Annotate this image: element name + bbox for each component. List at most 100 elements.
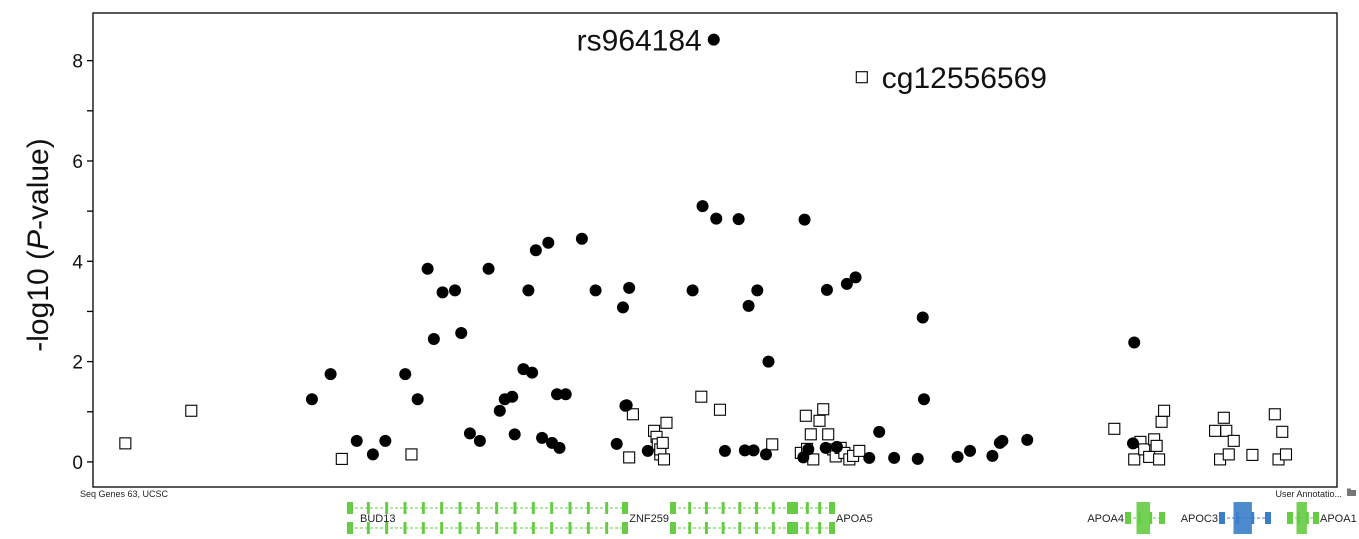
annotation-cg12556569: cg12556569 <box>882 62 1047 95</box>
snp-point <box>986 449 999 462</box>
snp-point <box>493 404 506 417</box>
gene-bud13[interactable]: BUD13 <box>347 502 628 534</box>
cpg-point <box>1158 404 1171 417</box>
cpg-point <box>660 416 673 429</box>
snp-series <box>305 33 1141 465</box>
snp-point <box>747 444 760 457</box>
cpg-point <box>1276 425 1289 438</box>
gene-apoa5[interactable]: APOA5 <box>792 502 873 534</box>
gene-track-title: Seq Genes 63, UCSC <box>80 489 169 499</box>
snp-point <box>819 441 832 454</box>
folder-icon[interactable] <box>1347 488 1356 497</box>
snp-point <box>863 451 876 464</box>
cpg-point <box>185 404 198 417</box>
gene-apoa4[interactable]: APOA4 <box>1087 502 1165 534</box>
snp-point <box>305 393 318 406</box>
gene-label-apoa5: APOA5 <box>836 513 873 525</box>
y-tick-label: 4 <box>72 252 83 273</box>
y-axis-ticks <box>87 60 93 463</box>
snp-point <box>589 284 602 297</box>
snp-point <box>840 277 853 290</box>
y-tick-label: 8 <box>72 52 83 73</box>
snp-point <box>641 444 654 457</box>
cpg-point <box>855 71 868 84</box>
snp-point <box>951 450 964 463</box>
snp-point <box>1021 433 1034 446</box>
cpg-point <box>657 453 671 466</box>
cpg-point <box>119 437 132 450</box>
gene-label-znf259: ZNF259 <box>629 513 669 525</box>
snp-point <box>366 448 379 461</box>
snp-point <box>506 390 519 403</box>
cpg-point <box>1268 408 1281 421</box>
cpg-point <box>1217 411 1230 424</box>
user-annotation-label[interactable]: User Annotatio... <box>1275 489 1342 499</box>
cpg-point <box>804 428 817 441</box>
gene-label-apoc3: APOC3 <box>1181 513 1218 525</box>
cpg-point <box>766 438 779 451</box>
snp-point <box>732 213 745 226</box>
snp-point <box>427 333 440 346</box>
snp-point <box>620 399 633 412</box>
y-tick-label: 6 <box>72 152 83 173</box>
y-axis-tick-labels: 0 2 4 6 8 <box>72 52 83 474</box>
snp-point <box>873 425 886 438</box>
cpg-point <box>807 453 820 466</box>
snp-point <box>522 284 535 297</box>
snp-point <box>798 213 811 226</box>
cpg-point <box>713 403 727 416</box>
snp-point <box>710 212 723 225</box>
cpg-point <box>1150 439 1163 452</box>
snp-point <box>888 451 901 464</box>
snp-point <box>526 366 539 379</box>
cpg-point <box>1246 448 1259 461</box>
snp-point <box>916 311 929 324</box>
snp-point <box>421 262 434 275</box>
cpg-point <box>1128 453 1141 466</box>
snp-point <box>463 427 476 440</box>
gene-znf259[interactable]: ZNF259 <box>629 502 793 534</box>
snp-point <box>696 200 709 213</box>
gene-label-bud13: BUD13 <box>360 513 395 525</box>
cpg-point <box>1220 424 1233 437</box>
snp-point <box>482 262 495 275</box>
cpg-point <box>817 403 830 416</box>
snp-point <box>411 393 424 406</box>
snp-point <box>762 355 775 368</box>
snp-point <box>802 443 815 456</box>
cpg-point <box>799 409 812 422</box>
plot-area-frame <box>92 12 1338 488</box>
cpg-point <box>656 436 669 449</box>
snp-point <box>551 388 564 401</box>
snp-point <box>1126 437 1139 450</box>
snp-point <box>350 434 363 447</box>
gene-track: Seq Genes 63, UCSC User Annotatio... BUD… <box>80 488 1357 534</box>
snp-point <box>559 388 572 401</box>
cpg-point <box>1143 450 1156 463</box>
snp-point <box>473 434 486 447</box>
gene-apoc3[interactable]: APOC3 <box>1181 502 1271 534</box>
cpg-point <box>1279 448 1293 461</box>
gene-label-apoa4: APOA4 <box>1087 513 1124 525</box>
snp-point <box>820 283 833 296</box>
cpg-point <box>626 408 639 421</box>
gene-label-apoa1: APOA1 <box>1320 513 1357 525</box>
cpg-point <box>853 444 866 457</box>
snp-point <box>324 368 337 381</box>
snp-point <box>964 444 977 457</box>
snp-point <box>751 284 764 297</box>
snp-point <box>455 327 468 340</box>
cpg-point <box>1153 453 1166 466</box>
snp-point <box>742 299 755 312</box>
snp-point <box>849 271 862 284</box>
cpg-point <box>695 390 708 403</box>
cpg-point <box>1222 448 1235 461</box>
snp-point <box>575 232 588 245</box>
snp-point <box>536 431 549 444</box>
cpg-point <box>813 414 826 427</box>
gene-apoa1[interactable]: APOA1 <box>1287 502 1357 534</box>
snp-point <box>529 244 542 257</box>
annotation-rs964184: rs964184 <box>577 25 702 58</box>
snp-point <box>616 301 629 314</box>
